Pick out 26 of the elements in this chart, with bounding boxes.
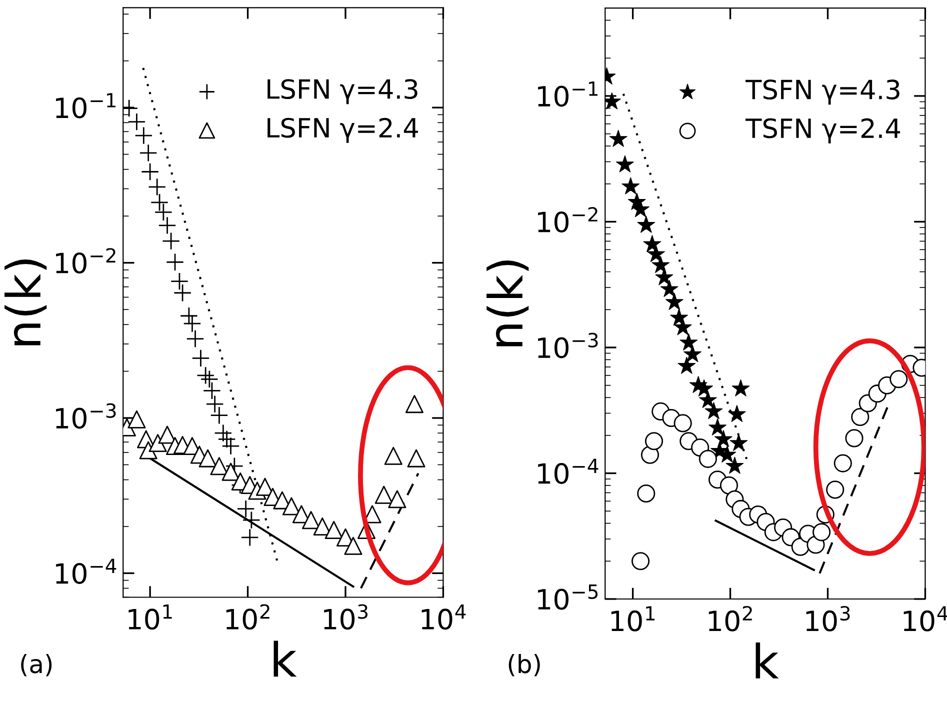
text: (a) bbox=[21, 654, 52, 676]
x-axis-title: k bbox=[274, 640, 297, 677]
x-tick-label: 10$^{3}$ bbox=[806, 606, 850, 632]
x-tick-label: 10$^{1}$ bbox=[128, 604, 172, 630]
x-tick-label: 10$^{2}$ bbox=[226, 604, 270, 630]
y-tick-label: 10$^{−2}$ bbox=[538, 207, 598, 232]
y-tick-label: 10$^{−2}$ bbox=[56, 248, 116, 274]
y-tick-label: 10$^{−4}$ bbox=[56, 558, 116, 584]
legend-label: TSFN γ=2.4 bbox=[746, 118, 900, 144]
y-axis-title: n(k) bbox=[486, 260, 529, 346]
x-tick-label: 10$^{4}$ bbox=[422, 604, 466, 630]
y-tick-label: 10$^{−4}$ bbox=[538, 458, 598, 484]
y-axis-title: n(k) bbox=[4, 259, 47, 346]
legend-label: TSFN γ=4.3 bbox=[746, 80, 900, 105]
x-tick-label: 10$^{2}$ bbox=[708, 606, 752, 632]
y-tick-label: 10$^{−5}$ bbox=[538, 584, 598, 610]
text: (b) bbox=[508, 654, 540, 676]
y-tick-label: 10$^{−3}$ bbox=[538, 332, 598, 358]
y-tick-label: 10$^{−3}$ bbox=[56, 403, 116, 429]
x-tick-label: 10$^{3}$ bbox=[324, 604, 368, 630]
legend-label: LSFN γ=4.3 bbox=[268, 79, 418, 104]
x-axis-title: k bbox=[756, 642, 779, 678]
legend-label: LSFN γ=2.4 bbox=[268, 118, 418, 143]
y-tick-label: 10$^{−1}$ bbox=[538, 82, 598, 107]
y-tick-label: 10$^{−1}$ bbox=[56, 93, 116, 118]
x-tick-label: 10$^{1}$ bbox=[611, 606, 655, 632]
